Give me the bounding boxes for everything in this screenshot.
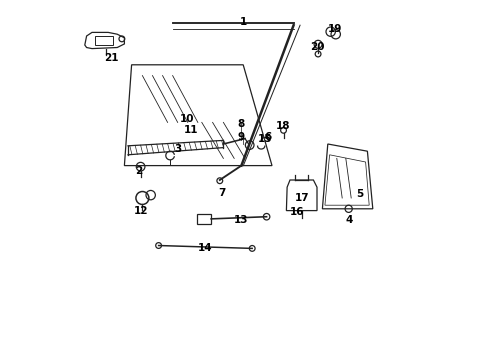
Text: 20: 20 xyxy=(310,42,324,52)
Text: 16: 16 xyxy=(290,207,304,217)
Text: 14: 14 xyxy=(198,243,213,253)
Text: 11: 11 xyxy=(184,125,198,135)
Bar xyxy=(95,36,113,45)
Text: 12: 12 xyxy=(133,206,148,216)
Text: 2: 2 xyxy=(135,166,143,176)
Text: 18: 18 xyxy=(275,121,290,131)
Text: 10: 10 xyxy=(180,114,195,124)
Text: 15: 15 xyxy=(258,134,272,144)
Text: 9: 9 xyxy=(238,132,245,142)
Text: 4: 4 xyxy=(346,215,353,225)
Text: 17: 17 xyxy=(295,193,310,203)
Text: 1: 1 xyxy=(240,17,247,27)
Text: 5: 5 xyxy=(357,189,364,199)
Bar xyxy=(197,214,211,224)
Text: 19: 19 xyxy=(328,24,342,34)
Text: 13: 13 xyxy=(234,215,248,225)
Text: 8: 8 xyxy=(238,119,245,129)
Text: 3: 3 xyxy=(175,144,182,154)
Text: 7: 7 xyxy=(218,188,225,198)
Text: 6: 6 xyxy=(265,132,272,142)
Text: 21: 21 xyxy=(104,53,119,63)
